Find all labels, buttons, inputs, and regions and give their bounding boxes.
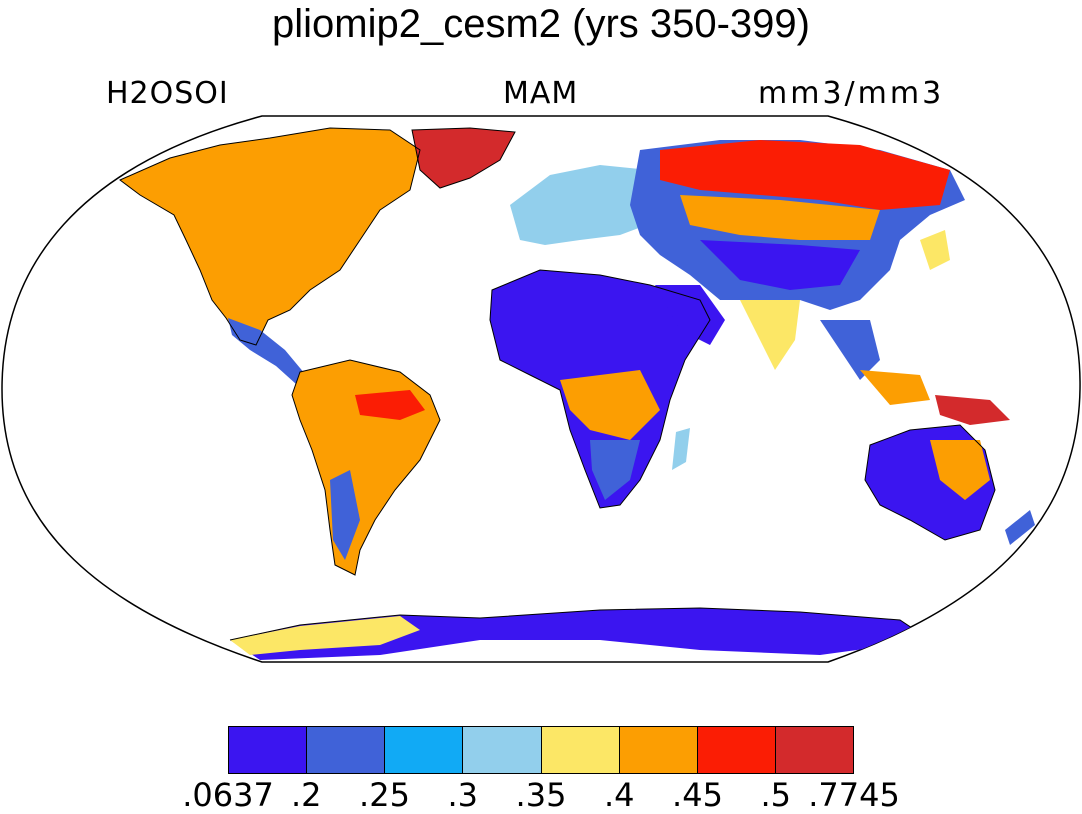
colorbar-swatch <box>385 727 464 773</box>
colorbar-swatch <box>697 727 776 773</box>
landmass-north-america <box>120 128 420 345</box>
season-label: MAM <box>503 76 579 111</box>
colorbar-swatch <box>541 727 620 773</box>
colorbar-swatch <box>307 727 386 773</box>
plot-title: pliomip2_cesm2 (yrs 350-399) <box>271 2 810 46</box>
colorbar-swatch <box>229 727 308 773</box>
new-guinea <box>935 395 1010 425</box>
japan <box>920 230 950 270</box>
madagascar <box>672 428 690 470</box>
colorbar-swatch <box>619 727 698 773</box>
variable-label: H2OSOI <box>106 76 229 111</box>
units-label: mm3/mm3 <box>758 76 945 111</box>
colorbar-tick-label: .35 <box>515 776 567 814</box>
colorbar-swatch <box>775 727 853 773</box>
colorbar-tick-label: .25 <box>359 776 410 814</box>
colorbar-tick-label: .2 <box>290 776 322 814</box>
colorbar-tick-label: .0637 <box>182 776 274 814</box>
new-zealand <box>1005 510 1035 545</box>
india <box>740 300 800 370</box>
colorbar-tick-label: .7745 <box>808 776 900 814</box>
landmass-arabia <box>655 285 725 345</box>
landmass-central-america <box>228 318 310 384</box>
colorbar-tick-label: .3 <box>447 776 479 814</box>
colorbar-tick-label: .5 <box>760 776 792 814</box>
colorbar-swatch <box>463 727 542 773</box>
colorbar-tick-label: .4 <box>603 776 635 814</box>
southeast-asia <box>820 320 880 380</box>
greenland <box>412 128 515 188</box>
colorbar-tick-label: .45 <box>672 776 723 814</box>
colorbar <box>228 726 854 774</box>
